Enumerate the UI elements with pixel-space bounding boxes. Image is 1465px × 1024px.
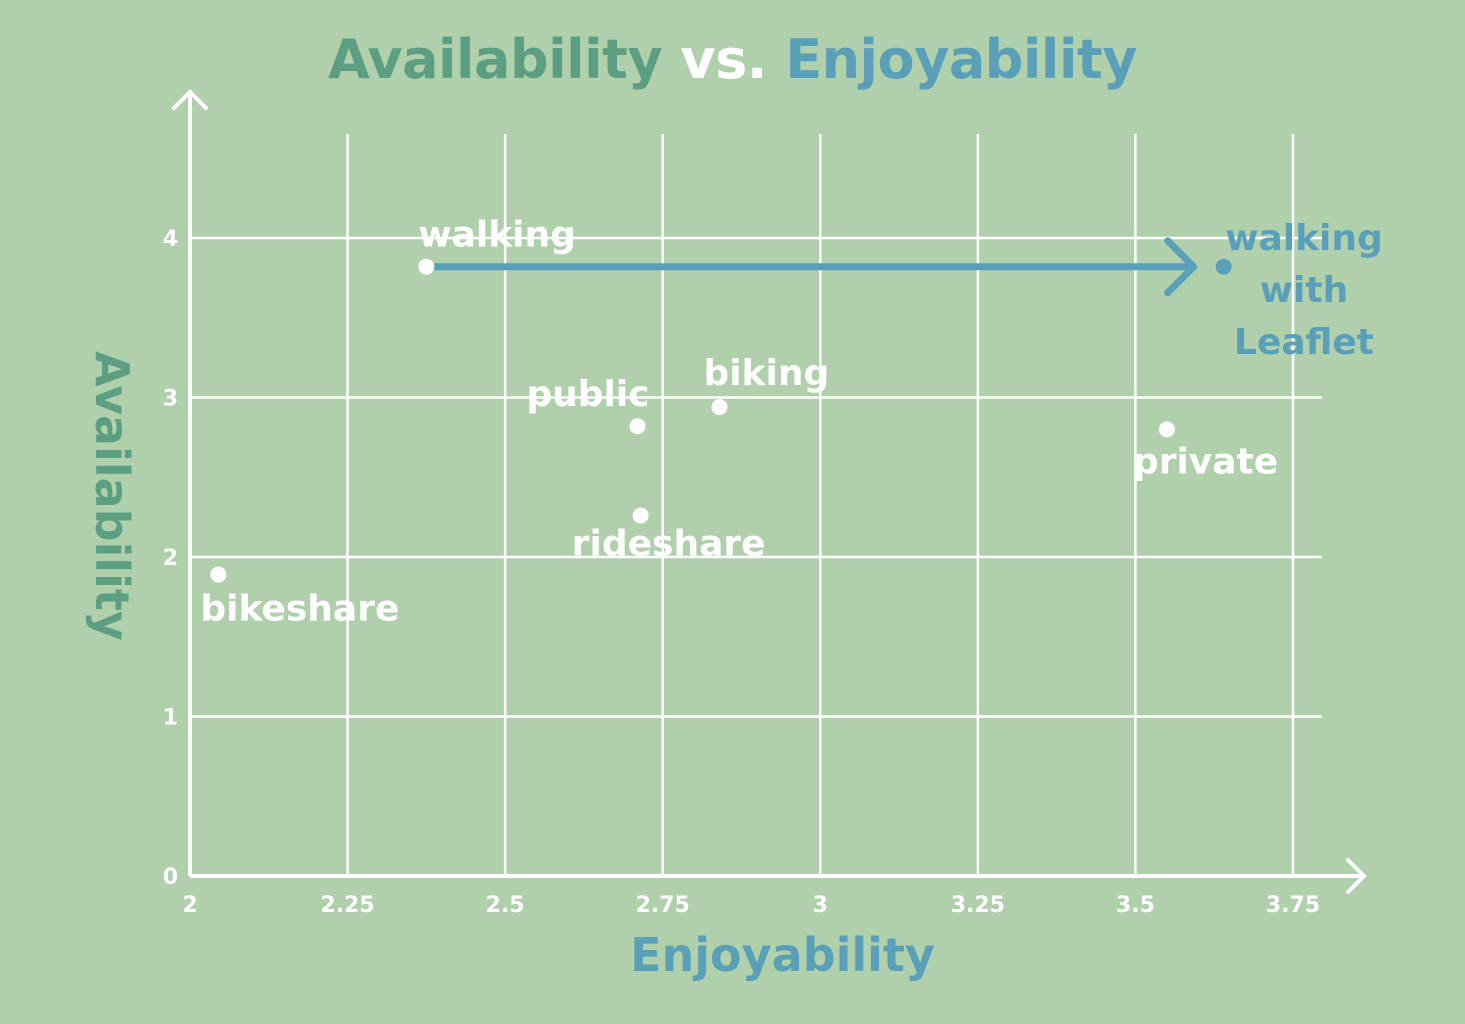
data-point [629, 418, 646, 435]
data-point-label: private [1133, 441, 1278, 482]
title-availability: Availability [328, 28, 663, 91]
x-tick-label: 2 [182, 893, 197, 918]
y-tick-label: 4 [163, 227, 178, 252]
y-axis-arrowhead [172, 89, 208, 110]
data-point [632, 507, 649, 524]
x-tick-label: 3.25 [951, 893, 1005, 918]
highlight-point-label: Leaflet [1234, 322, 1374, 363]
title-enjoyability: Enjoyability [785, 28, 1137, 91]
x-tick-label: 2.75 [636, 893, 690, 918]
y-tick-label: 2 [163, 546, 178, 571]
x-axis-arrowhead [1346, 858, 1367, 894]
x-tick-label: 3.5 [1116, 893, 1155, 918]
data-point [711, 399, 728, 416]
chart-title: Availability vs. Enjoyability [0, 28, 1465, 91]
x-tick-label: 3 [813, 893, 828, 918]
leaflet-arrowhead [1164, 237, 1198, 297]
data-point-label: public [526, 374, 649, 415]
x-tick-label: 2.25 [320, 893, 374, 918]
y-axis-label: Availability [85, 351, 139, 641]
highlight-point-label: walking [1225, 218, 1383, 259]
y-tick-label: 3 [163, 387, 178, 412]
x-tick-label: 2.5 [486, 893, 525, 918]
data-point-label: rideshare [572, 524, 766, 565]
y-tick-label: 0 [163, 865, 178, 890]
data-point-label: walking [418, 215, 576, 256]
x-axis-label: Enjoyability [630, 928, 935, 982]
y-tick-label: 1 [163, 706, 178, 731]
data-point-label: biking [703, 353, 829, 394]
highlight-point [1215, 258, 1232, 275]
title-vs: vs. [680, 28, 768, 91]
data-point [418, 258, 435, 275]
data-point [1158, 421, 1175, 438]
highlight-point-label: with [1260, 270, 1348, 311]
x-tick-label: 3.75 [1266, 893, 1320, 918]
data-point [210, 566, 227, 583]
data-point-label: bikeshare [200, 589, 399, 630]
